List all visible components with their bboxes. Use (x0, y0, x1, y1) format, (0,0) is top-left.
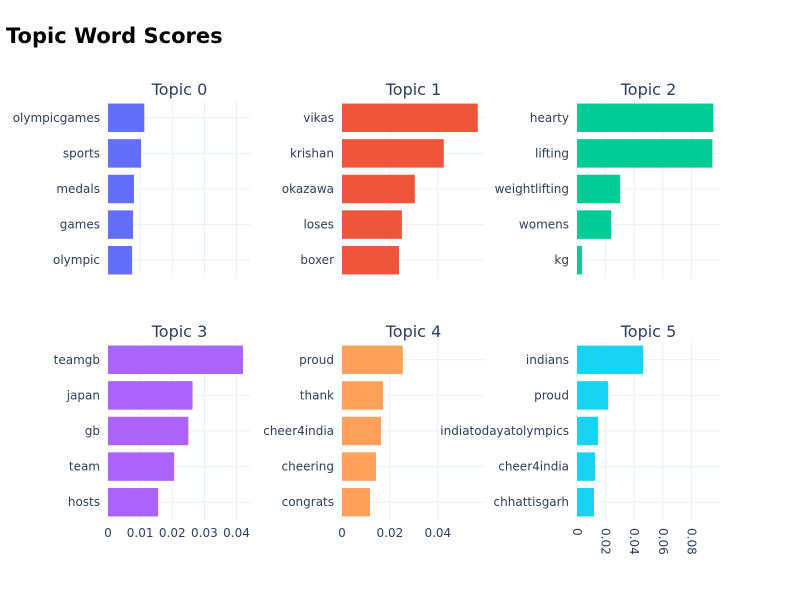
y-tick-label: hearty (530, 111, 569, 125)
y-tick-label: kg (554, 253, 569, 267)
bar (108, 245, 133, 275)
x-tick-label: 0.02 (599, 528, 613, 555)
x-tick-label: 0.01 (127, 526, 154, 540)
bar (108, 345, 243, 375)
y-tick-label: chhattisgarh (494, 495, 569, 509)
x-tick-label: 0.04 (627, 528, 641, 555)
y-tick-label: proud (534, 388, 569, 402)
subplot-title: Topic 3 (151, 322, 208, 341)
bar (342, 103, 478, 133)
subplot-topic-0: olympicgames sports medals games olympic Topi… (13, 80, 251, 278)
x-tick-label: 0.06 (656, 528, 670, 555)
bar (577, 487, 595, 517)
bar (342, 210, 402, 239)
subplot-topic-5: indians proud indiatodayatolympics cheer4in… (440, 322, 720, 555)
y-tick-label: lifting (535, 146, 569, 160)
subplot-topic-3: teamgb japan gb team hosts Topic 3 0 0.01 0.02 0.… (54, 322, 251, 540)
y-tick-label: olympicgames (13, 111, 100, 125)
x-tick-label: 0.04 (424, 526, 451, 540)
bar (108, 487, 159, 517)
bar (108, 210, 134, 239)
bar (108, 139, 142, 168)
x-tick-label: 0 (338, 526, 346, 540)
y-tick-label: thank (300, 388, 334, 402)
bar (577, 139, 713, 168)
y-tick-label: cheer4india (263, 424, 334, 438)
y-tick-label: vikas (303, 111, 334, 125)
bar (108, 381, 193, 410)
bar (342, 487, 371, 517)
y-tick-label: cheering (282, 460, 334, 474)
y-tick-label: olympic (53, 253, 100, 267)
bar (342, 345, 403, 375)
y-tick-label: congrats (282, 495, 334, 509)
y-tick-label: boxer (300, 253, 334, 267)
bar (342, 416, 382, 446)
y-tick-label: okazawa (282, 182, 334, 196)
y-tick-label: team (69, 460, 100, 474)
bar (577, 174, 621, 204)
subplot-title: Topic 0 (151, 80, 208, 99)
y-tick-label: weightlifting (495, 182, 569, 196)
y-tick-label: womens (519, 218, 569, 232)
bar (108, 416, 189, 446)
y-tick-label: indiatodayatolympics (440, 424, 569, 438)
y-tick-label: krishan (290, 146, 334, 160)
subplot-topic-1: vikas krishan okazawa loses boxer Topic 1 (282, 80, 485, 278)
subplot-title: Topic 2 (620, 80, 677, 99)
x-tick-label: 0 (104, 526, 112, 540)
y-tick-label: proud (299, 353, 334, 367)
x-tick-label: 0.02 (377, 526, 404, 540)
x-tick-label: 0.04 (223, 526, 250, 540)
x-tick-label: 0.03 (191, 526, 218, 540)
bar (342, 381, 383, 410)
bar (342, 452, 377, 481)
bar (108, 103, 145, 133)
bar (577, 452, 596, 481)
bar (342, 174, 415, 204)
y-tick-label: teamgb (54, 353, 100, 367)
x-tick-label: 0.02 (159, 526, 186, 540)
bar (577, 210, 612, 239)
y-tick-label: gb (85, 424, 100, 438)
bar (577, 381, 609, 410)
y-tick-label: cheer4india (498, 460, 569, 474)
y-tick-label: games (60, 218, 100, 232)
bar (577, 416, 599, 446)
bar (577, 345, 644, 375)
bar (108, 452, 175, 481)
y-tick-label: medals (56, 182, 100, 196)
bar (577, 103, 714, 133)
bar (342, 139, 444, 168)
subplot-title: Topic 4 (385, 322, 442, 341)
y-tick-label: loses (303, 218, 334, 232)
bar (342, 245, 400, 275)
bar (108, 174, 135, 204)
subplot-title: Topic 1 (385, 80, 442, 99)
chart-title: Topic Word Scores (6, 24, 223, 48)
y-tick-label: hosts (68, 495, 100, 509)
subplot-topic-2: hearty lifting weightlifting womens kg Topic … (495, 80, 720, 278)
y-tick-label: japan (66, 388, 100, 402)
subplot-title: Topic 5 (620, 322, 677, 341)
bar (577, 245, 583, 275)
x-tick-label: 0 (570, 528, 584, 536)
y-tick-label: indians (526, 353, 569, 367)
x-tick-label: 0.08 (684, 528, 698, 555)
subplot-topic-4: proud thank cheer4india cheering congrats Top… (263, 322, 485, 540)
y-tick-label: sports (63, 146, 100, 160)
